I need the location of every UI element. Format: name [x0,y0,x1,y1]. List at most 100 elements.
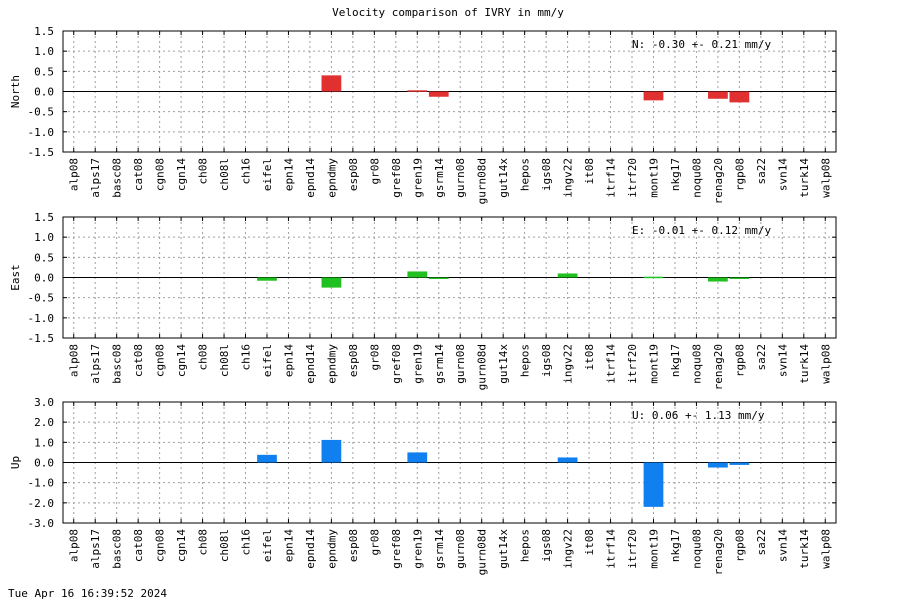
up-xtick-label: it08 [583,529,596,556]
east-xtick-label: it08 [583,344,596,371]
east-xtick-label: esp08 [347,344,360,377]
east-xtick-label: basc08 [111,344,124,384]
east-ylabel: East [9,264,22,291]
north-xtick-label: epn14 [282,158,295,191]
east-xtick-label: rgp08 [733,344,746,377]
north-bar-gsrm14 [428,91,449,97]
north-xtick-label: ch16 [240,158,253,185]
north-xtick-label: itrf14 [605,158,618,198]
east-xtick-label: gr08 [368,344,381,371]
up-xtick-label: sa22 [755,529,768,556]
north-xtick-label: hepos [519,158,532,191]
up-ytick-label: -2.0 [28,497,55,510]
north-xtick-label: cat08 [132,158,145,191]
east-xtick-label: hepos [519,344,532,377]
up-panel: -3.0 -2.0 -1.0 0.0 1.0 2.0 3.0 alp08 alps17 basc0… [9,396,837,575]
up-xtick-label: hepos [519,529,532,562]
up-bar-renag20 [708,462,728,468]
north-xtick-label: epndmy [325,158,338,198]
up-xtick-label: rgp08 [733,529,746,562]
up-xtick-label: turk14 [798,529,811,569]
up-bar-ingv22 [557,457,578,463]
up-xtick-label: epndmy [325,529,338,569]
up-ytick-label: -3.0 [28,517,55,530]
east-ytick-label: 1.0 [34,231,54,244]
north-xtick-label: esp08 [347,158,360,191]
north-ytick-label: -1.5 [28,146,55,159]
east-bar-rgp08 [729,277,750,279]
east-xtick-label: turk14 [798,344,811,384]
up-xtick-label: itrf14 [605,529,618,569]
east-bar-epndmy [321,277,342,288]
up-bar-epndmy [321,439,342,463]
up-xtick-label: svn14 [776,529,789,562]
north-bar-epndmy [321,75,342,92]
east-xtick-label: gurn08 [454,344,467,384]
chart-panels: -1.5 -1.0 -0.5 0.0 0.5 1.0 1.5 alp08 alps17 basc0… [9,25,837,575]
north-plot-frame [62,30,837,153]
north-xtick-label: mont19 [647,158,660,198]
east-bar-renag20 [708,277,728,282]
north-xtick-label: turk14 [798,158,811,198]
north-annotation: N: -0.30 +- 0.21 mm/y [632,38,771,51]
up-bar-mont19 [643,462,664,507]
up-xtick-label: epnd14 [304,529,317,569]
north-xtick-label: svn14 [776,158,789,191]
north-xtick-label: nkg17 [669,158,682,191]
up-annotation: U: 0.06 +- 1.13 mm/y [632,409,765,422]
east-panel: -1.5 -1.0 -0.5 0.0 0.5 1.0 1.5 alp08 alps17 basc0… [9,211,837,390]
north-ytick-label: -0.5 [28,106,55,119]
up-xtick-label: ch08l [218,529,231,562]
up-ytick-label: 1.0 [34,436,54,449]
north-xtick-label: gref08 [390,158,403,198]
chart-title: Velocity comparison of IVRY in mm/y [332,6,564,19]
north-xtick-label: cgn14 [175,158,188,191]
north-xtick-label: sa22 [755,158,768,185]
north-ytick-label: 1.5 [34,25,54,38]
up-xtick-label: gren19 [411,529,424,569]
up-xtick-label: cgn14 [175,529,188,562]
north-xtick-label: it08 [583,158,596,185]
east-xtick-label: itrf14 [605,344,618,384]
north-ytick-label: 0.0 [34,86,54,99]
east-xtick-label: ch16 [240,344,253,371]
up-xtick-label: gurn08 [454,529,467,569]
north-xtick-label: rgp08 [733,158,746,191]
up-plot-frame [62,401,837,524]
east-xtick-label: walp08 [819,344,832,384]
up-xtick-label: esp08 [347,529,360,562]
up-xtick-label: alps17 [89,529,102,569]
north-bar-renag20 [708,91,728,99]
up-xtick-label: gr08 [368,529,381,556]
up-bar-eifel [257,454,277,463]
east-xtick-label: gurn08d [476,344,489,390]
east-xtick-label: ch08l [218,344,231,377]
north-ytick-label: -1.0 [28,126,55,139]
east-bar-gren19 [407,271,428,278]
north-ytick-label: 0.5 [34,65,54,78]
east-plot-frame [62,216,837,339]
east-ytick-label: -1.0 [28,312,55,325]
up-xtick-label: alp08 [68,529,81,562]
north-xtick-label: eifel [261,158,274,191]
up-xtick-label: ch16 [240,529,253,556]
north-xtick-label: basc08 [111,158,124,198]
north-xtick-label: ch08l [218,158,231,191]
east-bar-gsrm14 [428,277,449,279]
east-ytick-label: 0.5 [34,251,54,264]
east-xtick-label: ch08 [197,344,210,371]
up-xtick-label: noqu08 [690,529,703,569]
north-xtick-label: renag20 [712,158,725,204]
north-ytick-label: 1.0 [34,45,54,58]
east-xtick-label: renag20 [712,344,725,390]
east-xtick-label: noqu08 [690,344,703,384]
north-xtick-label: cgn08 [154,158,167,191]
up-xtick-label: gut14x [497,529,510,569]
up-bar-rgp08 [729,462,750,465]
east-xtick-label: eifel [261,344,274,377]
up-xtick-label: eifel [261,529,274,562]
up-xtick-label: gref08 [390,529,403,569]
up-xtick-label: ch08 [197,529,210,556]
north-xtick-label: gr08 [368,158,381,185]
